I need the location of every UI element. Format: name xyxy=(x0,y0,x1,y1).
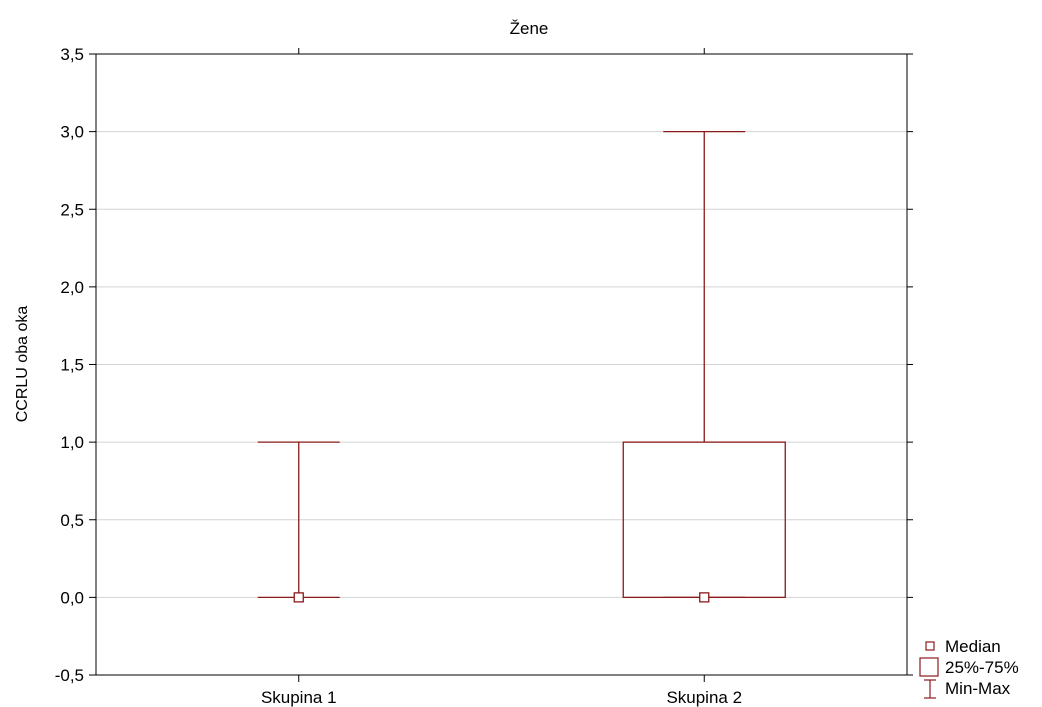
median-marker xyxy=(293,592,304,603)
box-marks xyxy=(257,130,786,603)
legend-item: 25%-75% xyxy=(919,657,1019,677)
y-tick-label: 3,0 xyxy=(60,123,84,142)
median-marker xyxy=(699,592,710,603)
legend-label: Median xyxy=(945,637,1001,656)
x-tick-label: Skupina 1 xyxy=(261,688,337,707)
y-tick-label: 1,0 xyxy=(60,433,84,452)
legend: Median 25%-75% Min-Max xyxy=(919,637,1019,699)
y-tick-label: 3,5 xyxy=(60,45,84,64)
y-tick-label: 2,0 xyxy=(60,278,84,297)
x-axis: Skupina 1 Skupina 2 xyxy=(261,48,742,707)
legend-median-symbol xyxy=(925,641,935,651)
y-tick-label: 2,5 xyxy=(60,200,84,219)
y-tick-label: 1,5 xyxy=(60,356,84,375)
legend-item: Median xyxy=(925,637,1001,656)
y-tick-label: 0,5 xyxy=(60,511,84,530)
gridlines xyxy=(96,131,907,598)
chart-title: Žene xyxy=(510,19,549,38)
y-tick-label: 0,0 xyxy=(60,588,84,607)
x-tick-label: Skupina 2 xyxy=(666,688,742,707)
legend-label: 25%-75% xyxy=(945,658,1019,677)
legend-box-symbol xyxy=(919,657,939,677)
legend-item: Min-Max xyxy=(924,679,1011,699)
y-axis-label: CCRLU oba oka xyxy=(14,306,31,423)
legend-label: Min-Max xyxy=(945,679,1011,698)
y-tick-label: -0,5 xyxy=(55,666,84,685)
y-axis: -0,5 0,0 0,5 1,0 1,5 2,0 2,5 3,0 3,5 xyxy=(55,45,913,685)
